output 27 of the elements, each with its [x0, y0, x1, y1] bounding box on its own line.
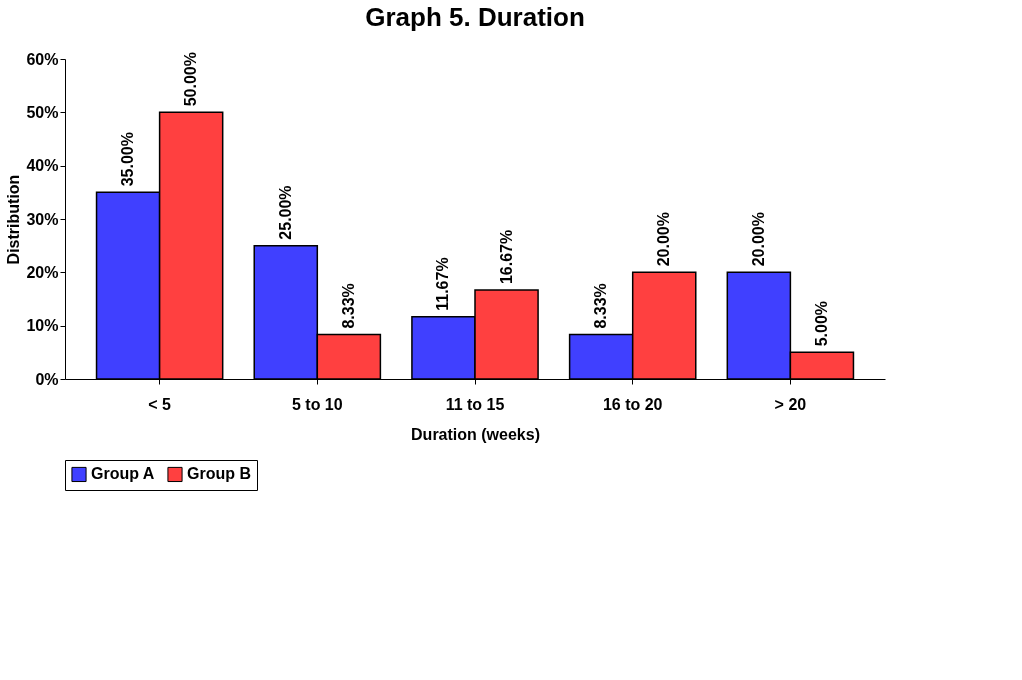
legend-label: Group B	[187, 465, 251, 483]
data-label: 8.33%	[592, 283, 610, 329]
data-label: 11.67%	[434, 257, 452, 311]
data-label: 8.33%	[339, 283, 357, 329]
y-tick-label: 20%	[26, 263, 59, 281]
x-tick-label: > 20	[774, 395, 807, 413]
x-axis-title: Duration (weeks)	[411, 425, 540, 443]
y-tick-label: 10%	[26, 317, 59, 335]
y-tick-label: 40%	[26, 157, 59, 175]
data-label: 5.00%	[812, 300, 830, 347]
data-label: 50.00%	[182, 52, 200, 107]
x-tick-label: 16 to 20	[602, 395, 663, 413]
x-tick-label: 5 to 10	[291, 395, 343, 413]
data-label: 16.67%	[497, 229, 515, 285]
chart-title: Graph 5. Duration	[365, 2, 585, 32]
x-tick-label: < 5	[148, 395, 172, 413]
data-label: 20.00%	[749, 212, 767, 267]
data-label: 25.00%	[276, 185, 294, 240]
y-tick-label: 60%	[26, 50, 59, 68]
data-label: 20.00%	[655, 212, 673, 267]
data-label: 35.00%	[119, 132, 137, 187]
legend-label: Group A	[91, 465, 155, 483]
x-tick-label: 11 to 15	[445, 395, 505, 413]
y-tick-label: 50%	[26, 103, 59, 121]
y-axis-title: Distribution	[5, 174, 23, 265]
y-tick-label: 0%	[35, 370, 59, 388]
y-tick-label: 30%	[26, 210, 59, 228]
